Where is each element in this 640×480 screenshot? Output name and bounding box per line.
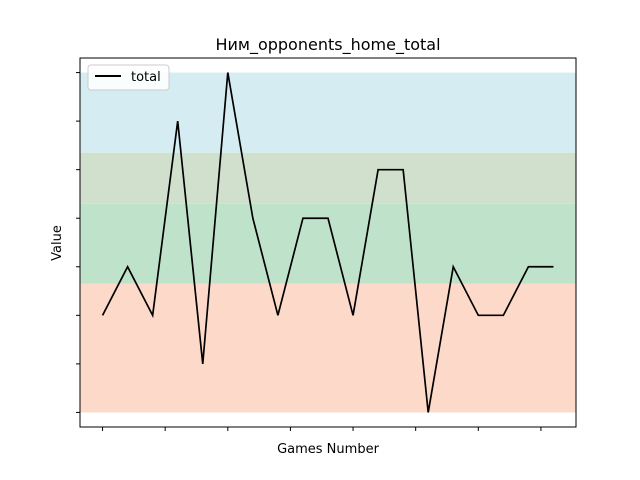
series-layer — [101, 72, 554, 413]
legend-box — [87, 64, 170, 91]
x-axis-label: Games Number — [277, 442, 379, 457]
x-axis-ticks — [102, 427, 542, 431]
y-axis-label: Value — [50, 225, 65, 261]
band-2 — [80, 152, 576, 204]
plot-frame — [79, 57, 577, 428]
band-0 — [80, 283, 576, 413]
band-1 — [80, 203, 576, 284]
y-axis-ticks — [76, 72, 80, 413]
background-bands — [80, 72, 576, 413]
legend: total — [87, 64, 170, 91]
legend-label-total: total — [131, 70, 161, 85]
chart-title: Ним_opponents_home_total — [215, 35, 440, 55]
